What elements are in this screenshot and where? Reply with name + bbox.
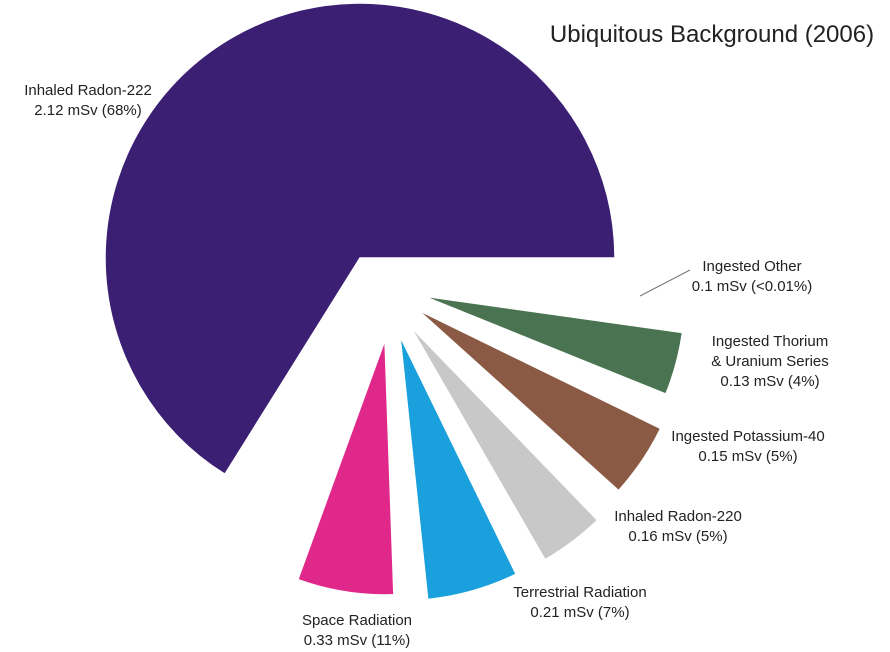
pie-slice-ingested-thorium-uranium-series xyxy=(422,295,684,396)
pie-slice-terrestrial-radiation xyxy=(399,335,518,601)
pie-slice-inhaled-radon-220 xyxy=(409,325,599,561)
pie-slice-inhaled-radon-222 xyxy=(104,2,616,476)
slice-label-terrestrial-radiation: Terrestrial Radiation 0.21 mSv (7%) xyxy=(513,584,646,621)
pie-slice-ingested-other xyxy=(421,289,653,311)
slice-label-space-radiation: Space Radiation 0.33 mSv (11%) xyxy=(302,612,412,649)
slice-labels: Inhaled Radon-222 2.12 mSv (68%) Ingested … xyxy=(24,82,829,649)
pie-slice-space-radiation xyxy=(296,339,395,596)
slice-label-inhaled-radon-220: Inhaled Radon-220 0.16 mSv (5%) xyxy=(614,508,742,545)
slice-label-inhaled-radon-222: Inhaled Radon-222 2.12 mSv (68%) xyxy=(24,82,152,119)
slice-label-ingested-potassium-40: Ingested Potassium-40 0.15 mSv (5%) xyxy=(671,428,824,465)
pie-slice-ingested-potassium-40 xyxy=(417,309,662,492)
slice-label-ingested-other: Ingested Other 0.1 mSv (<0.01%) xyxy=(692,258,812,295)
leader-line-ingested-other xyxy=(639,269,691,297)
pie-slices xyxy=(104,2,684,601)
slice-label-ingested-thorium-uranium-series: Ingested Thorium & Uranium Series 0.13 mSv… xyxy=(711,333,829,390)
chart-title: Ubiquitous Background (2006) xyxy=(550,21,874,48)
